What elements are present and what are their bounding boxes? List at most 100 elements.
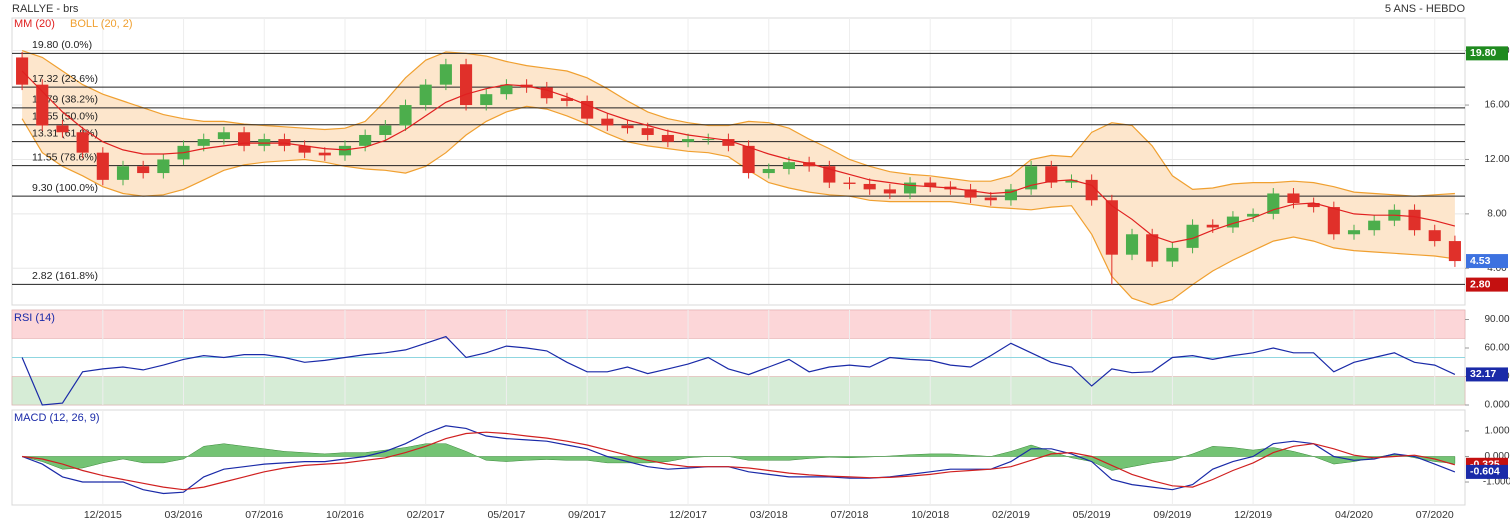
candle-body [460, 64, 473, 106]
candle-body [762, 168, 775, 174]
value-badge [1466, 254, 1508, 269]
candle-body [298, 145, 311, 153]
y-tick-label: 4.00 [1487, 263, 1507, 274]
value-badge-label: -0.604 [1470, 466, 1500, 478]
x-tick-label: 10/2016 [326, 509, 364, 521]
candle-body [742, 145, 755, 174]
x-tick-label: 02/2019 [992, 509, 1030, 521]
candle-body [359, 134, 372, 146]
candle-body [641, 128, 654, 135]
band-fill [22, 50, 1455, 305]
x-tick-label: 07/2016 [245, 509, 283, 521]
candle-body [258, 139, 271, 146]
candle-body [1186, 224, 1199, 248]
candle-body [419, 84, 432, 106]
histogram [21, 443, 1456, 471]
candle-body [1267, 193, 1280, 214]
y-tick-label: 1.000 [1484, 426, 1509, 437]
candle-body [1105, 200, 1118, 255]
x-tick-label: 04/2020 [1335, 509, 1373, 521]
candle-body [601, 118, 614, 126]
value-badge-label: 2.80 [1470, 278, 1491, 290]
candle-body [1146, 234, 1159, 262]
panel-frame [11, 17, 1466, 306]
fib-label: 14.55 (50.0%) [32, 111, 98, 123]
x-tick-label: 05/2017 [487, 509, 525, 521]
fib-label: 19.80 (0.0%) [32, 39, 92, 51]
legend-label: RSI (14) [14, 312, 55, 324]
candle-body [782, 162, 796, 169]
value-badge [1466, 46, 1508, 61]
candle-body [1448, 241, 1461, 262]
x-tick-label: 12/2017 [669, 509, 707, 521]
period: 5 ANS - HEBDO [1385, 3, 1466, 15]
candle-body [480, 94, 493, 106]
candle-body [399, 105, 412, 126]
fib-label: 2.82 (161.8%) [32, 270, 98, 282]
x-tick-label: 09/2017 [568, 509, 606, 521]
y-tick-label: 60.00 [1484, 343, 1509, 354]
x-tick-label: 07/2018 [831, 509, 869, 521]
band-lower [21, 105, 1455, 306]
candle-body [318, 152, 331, 156]
panel-frame [11, 409, 1466, 506]
candle-body [1347, 230, 1361, 235]
candle-body [137, 166, 150, 174]
candle-body [500, 84, 513, 95]
x-tick-label: 07/2020 [1416, 509, 1454, 521]
candle-body [1025, 166, 1038, 190]
value-badge-label: 19.80 [1470, 47, 1496, 59]
chart-title: RALLYE - brs [12, 3, 79, 15]
fib-label: 17.32 (23.6%) [32, 73, 98, 85]
x-tick-label: 12/2015 [84, 509, 122, 521]
candle-body [1408, 209, 1421, 231]
candle-body [379, 125, 392, 135]
candle-body [96, 152, 109, 180]
candle-body [964, 189, 977, 198]
candle-body [1327, 207, 1340, 235]
candle-body [1368, 220, 1381, 231]
candle-body [1125, 234, 1139, 255]
candle-body [1206, 224, 1219, 228]
candle-body [803, 162, 816, 167]
macd-line [22, 431, 1456, 491]
x-tick-label: 05/2019 [1073, 509, 1111, 521]
x-tick-label: 12/2019 [1234, 509, 1272, 521]
candle-body [863, 183, 876, 190]
legend-label: MM (20) [14, 18, 55, 30]
candle-body [1166, 247, 1179, 262]
fib-label: 9.30 (100.0%) [32, 182, 98, 194]
candle-body [1004, 189, 1017, 201]
candle-body [581, 100, 594, 119]
value-badge-label: 32.17 [1470, 368, 1496, 380]
zone [11, 309, 1466, 339]
value-badge [1466, 277, 1508, 292]
candle-body [984, 197, 997, 201]
y-tick-label: 16.00 [1484, 100, 1509, 111]
fib-label: 11.55 (78.6%) [32, 151, 97, 163]
candle-body [1226, 216, 1239, 228]
y-tick-label: 0.000 [1484, 451, 1509, 462]
candle-body [238, 132, 251, 146]
candle-body [1065, 179, 1078, 183]
candle-body [903, 182, 917, 194]
legend-label: MACD (12, 26, 9) [14, 412, 100, 424]
candle-body [1247, 213, 1260, 217]
legend-label: BOLL (20, 2) [70, 18, 133, 30]
ma-line [21, 70, 1456, 244]
x-tick-label: 03/2018 [750, 509, 788, 521]
candle-body [883, 189, 896, 194]
candle-body [56, 125, 69, 133]
candle-body [1307, 202, 1320, 208]
y-tick-label: -1.000 [1483, 477, 1510, 488]
value-badge [1466, 367, 1508, 382]
zone [11, 376, 1466, 406]
candle-body [217, 132, 230, 140]
macd-line [21, 425, 1456, 495]
candle-body [76, 132, 89, 153]
candle-body [1428, 230, 1441, 242]
candle-body [1045, 166, 1058, 183]
x-tick-label: 10/2018 [911, 509, 949, 521]
value-badge [1466, 464, 1508, 479]
